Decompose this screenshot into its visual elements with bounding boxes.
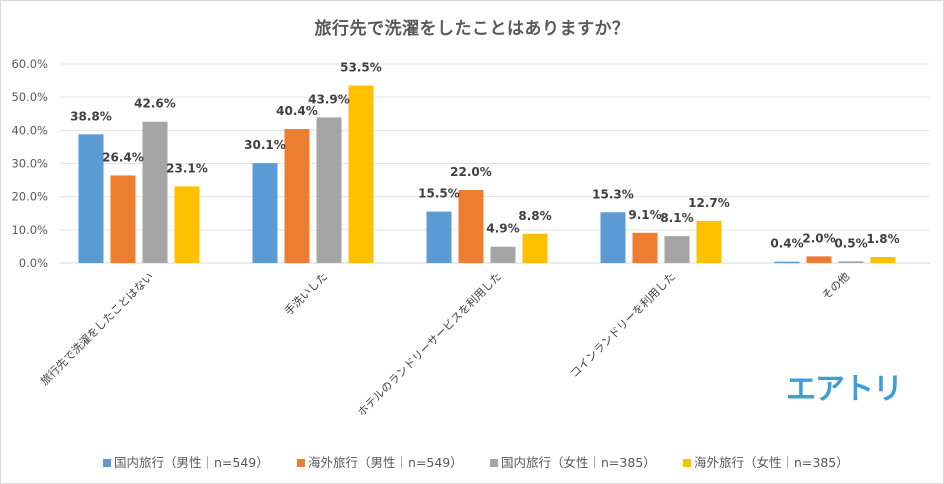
legend-label: 国内旅行（男性｜n=549） — [114, 455, 269, 470]
category-label: 手洗いした — [281, 269, 330, 318]
bar — [316, 117, 342, 263]
y-tick-label: 30.0% — [11, 157, 48, 171]
legend-item: 海外旅行（男性｜n=549） — [297, 452, 463, 471]
bar — [348, 85, 374, 263]
bars — [78, 85, 896, 264]
y-tick-label: 60.0% — [11, 57, 48, 71]
data-label: 40.4% — [276, 104, 318, 118]
bar — [458, 190, 484, 263]
data-label: 26.4% — [102, 150, 144, 164]
legend-swatch — [490, 459, 498, 467]
legend-swatch — [297, 459, 305, 467]
y-tick-label: 10.0% — [11, 223, 48, 237]
bar — [78, 134, 104, 263]
data-label: 12.7% — [688, 196, 730, 210]
bar — [522, 233, 548, 263]
legend-label: 海外旅行（女性｜n=385） — [694, 455, 849, 470]
data-label: 30.1% — [244, 138, 286, 152]
legend-item: 海外旅行（女性｜n=385） — [683, 452, 849, 471]
category-label: その他 — [820, 270, 853, 303]
category-label: 旅行先で洗濯をしたことはない — [37, 269, 156, 388]
bar — [490, 246, 516, 263]
data-label: 15.3% — [592, 187, 634, 201]
bar — [142, 121, 168, 264]
category-labels: 旅行先で洗濯をしたことはない 手洗いした ホテルのランドリーサービスを利用した コイン… — [37, 269, 852, 419]
data-label: 8.1% — [660, 211, 693, 225]
y-tick-label: 20.0% — [11, 190, 48, 204]
bar — [252, 163, 278, 263]
bar — [870, 257, 896, 263]
y-axis-ticks: 0.0% 10.0% 20.0% 30.0% 40.0% 50.0% 60.0% — [11, 57, 48, 270]
legend-swatch — [103, 459, 111, 467]
data-label: 22.0% — [450, 165, 492, 179]
legend-item: 国内旅行（男性｜n=549） — [103, 452, 269, 471]
bar — [696, 220, 722, 263]
category-label: ホテルのランドリーサービスを利用した — [355, 270, 504, 419]
y-tick-label: 40.0% — [11, 123, 48, 137]
legend: 国内旅行（男性｜n=549） 海外旅行（男性｜n=549） 国内旅行（女性｜n=… — [0, 452, 944, 472]
data-label: 9.1% — [628, 208, 661, 222]
data-label: 43.9% — [308, 92, 350, 106]
bar — [426, 211, 452, 263]
data-label: 8.8% — [518, 209, 551, 223]
y-tick-label: 50.0% — [11, 90, 48, 104]
bar — [284, 129, 310, 263]
data-label: 15.5% — [418, 187, 460, 201]
data-label: 1.8% — [866, 232, 899, 246]
bar — [806, 256, 832, 263]
category-label: コインランドリーを利用した — [568, 270, 678, 380]
data-label: 38.8% — [70, 109, 112, 123]
y-tick-label: 0.0% — [19, 256, 48, 270]
data-label: 42.6% — [134, 97, 176, 111]
data-label: 0.5% — [834, 236, 867, 250]
bar — [110, 175, 136, 263]
bar — [632, 232, 658, 263]
legend-label: 海外旅行（男性｜n=549） — [308, 455, 463, 470]
legend-label: 国内旅行（女性｜n=385） — [501, 455, 656, 470]
bar — [174, 186, 200, 263]
legend-item: 国内旅行（女性｜n=385） — [490, 452, 656, 471]
bar — [664, 236, 690, 263]
airtrip-logo: エアトリ — [786, 372, 903, 407]
bar — [600, 212, 626, 263]
data-label: 4.9% — [486, 222, 519, 236]
legend-swatch — [683, 459, 691, 467]
data-labels: 38.8% 26.4% 42.6% 23.1% 30.1% 40.4%43.9% 53.5%… — [70, 61, 899, 251]
bar — [774, 261, 800, 264]
data-label: 2.0% — [802, 231, 835, 245]
bar — [838, 261, 864, 263]
chart-title: 旅行先で洗濯をしたことはありますか？ — [314, 19, 630, 39]
gridlines — [60, 63, 930, 264]
data-label: 0.4% — [770, 237, 803, 251]
data-label: 53.5% — [340, 61, 382, 75]
data-label: 23.1% — [166, 161, 208, 175]
